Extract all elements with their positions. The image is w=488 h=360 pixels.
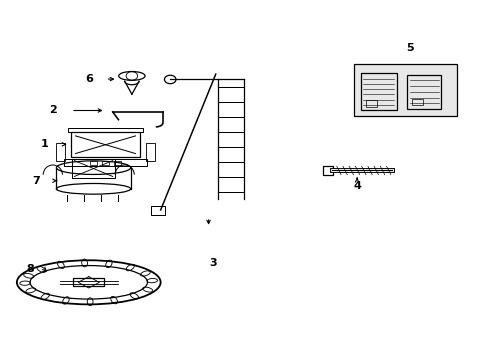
Text: 5: 5 bbox=[405, 43, 413, 53]
Bar bbox=[407, 75, 440, 109]
Bar bbox=[360, 73, 396, 110]
Bar bbox=[102, 161, 109, 165]
Text: 2: 2 bbox=[49, 105, 57, 116]
Bar bbox=[73, 278, 104, 286]
Bar bbox=[71, 132, 140, 157]
Bar bbox=[63, 159, 147, 166]
Bar bbox=[353, 64, 456, 116]
Text: 7: 7 bbox=[32, 176, 40, 186]
Bar bbox=[72, 159, 115, 178]
Text: 8: 8 bbox=[26, 264, 34, 274]
Text: 4: 4 bbox=[352, 181, 360, 191]
Bar bbox=[151, 207, 165, 215]
Text: 1: 1 bbox=[40, 139, 48, 149]
Bar bbox=[114, 161, 121, 165]
Text: 6: 6 bbox=[84, 74, 93, 84]
Bar bbox=[90, 161, 97, 165]
Bar bbox=[68, 128, 142, 132]
Bar bbox=[323, 166, 332, 175]
Bar bbox=[365, 100, 377, 107]
Bar bbox=[411, 99, 422, 105]
Bar bbox=[56, 143, 65, 161]
Text: 3: 3 bbox=[209, 258, 217, 268]
Bar bbox=[146, 143, 154, 161]
